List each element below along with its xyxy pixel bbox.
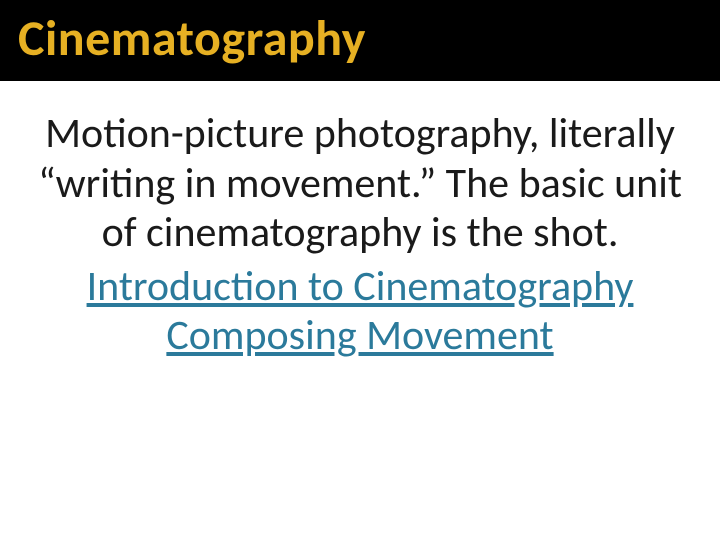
body-area: Motion-picture photography, literally “w… xyxy=(0,81,720,361)
link-intro-cinematography[interactable]: Introduction to Cinematography xyxy=(36,262,684,312)
link-composing-movement[interactable]: Composing Movement xyxy=(36,311,684,361)
title-bar: Cinematography xyxy=(0,0,720,81)
slide: Cinematography Motion-picture photograph… xyxy=(0,0,720,540)
links-block: Introduction to Cinematography Composing… xyxy=(36,262,684,361)
body-paragraph: Motion-picture photography, literally “w… xyxy=(36,109,684,258)
slide-title: Cinematography xyxy=(18,8,702,69)
